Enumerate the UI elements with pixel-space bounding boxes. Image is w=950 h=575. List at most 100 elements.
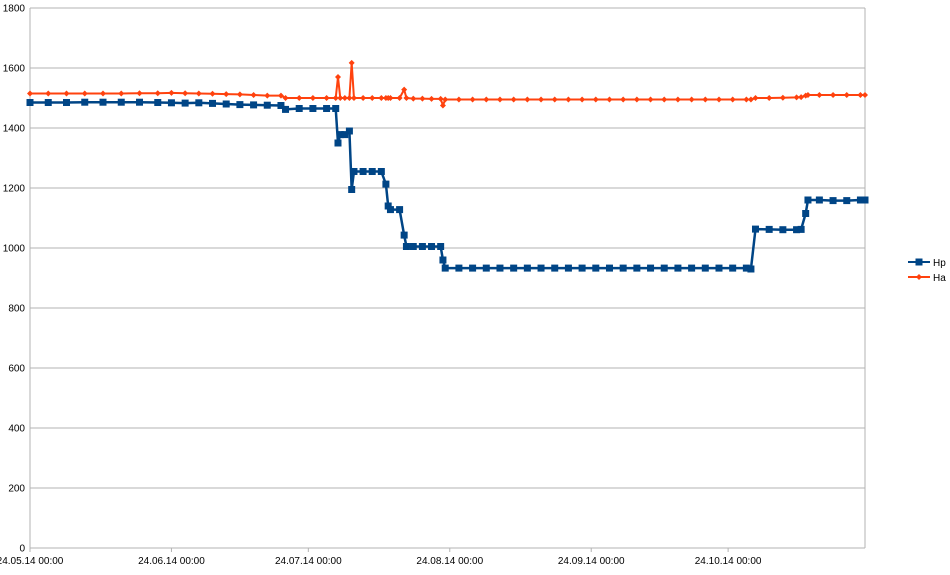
data-point	[469, 96, 476, 103]
data-point	[428, 95, 435, 102]
data-point	[334, 74, 341, 80]
data-point	[592, 264, 600, 272]
data-point	[751, 225, 759, 233]
data-point	[510, 96, 517, 103]
data-point	[296, 95, 303, 101]
data-point	[263, 101, 271, 109]
data-point	[829, 197, 837, 205]
data-point	[350, 168, 358, 175]
legend-label: Ha	[933, 273, 946, 284]
data-point	[551, 264, 559, 272]
data-point	[482, 264, 490, 272]
data-point	[647, 264, 655, 272]
data-point	[661, 96, 668, 103]
series-ha	[27, 59, 868, 109]
data-point	[309, 105, 317, 112]
legend-marker	[915, 258, 923, 266]
data-point	[350, 95, 357, 101]
data-point	[793, 94, 800, 101]
y-tick-label: 1200	[3, 184, 26, 195]
data-point	[442, 96, 449, 103]
data-point	[729, 264, 737, 272]
data-point	[136, 98, 144, 106]
data-point	[856, 196, 864, 204]
data-point	[345, 127, 353, 135]
data-point	[401, 86, 408, 93]
data-point	[469, 264, 477, 272]
data-point	[660, 264, 668, 272]
legend: Hp Ha	[908, 258, 946, 284]
data-point	[606, 96, 613, 103]
x-tick-label: 24.07.14 00:00	[275, 556, 342, 567]
y-tick-label: 1000	[3, 244, 26, 255]
data-point	[336, 131, 344, 139]
data-point	[341, 131, 349, 139]
x-tick-label: 24.10.14 00:00	[695, 556, 762, 567]
data-point	[804, 92, 811, 98]
data-point	[702, 96, 709, 103]
data-point	[861, 196, 869, 204]
data-point	[387, 95, 394, 101]
data-point	[378, 95, 385, 101]
data-point	[747, 96, 754, 103]
x-tick-label: 24.06.14 00:00	[138, 556, 205, 567]
data-point	[332, 105, 340, 112]
data-point	[410, 95, 417, 102]
data-point	[396, 95, 403, 101]
data-point	[857, 92, 864, 98]
data-point	[455, 264, 463, 272]
data-point	[382, 180, 390, 188]
y-tick-label: 600	[8, 364, 25, 375]
data-point	[418, 243, 426, 250]
data-point	[323, 95, 330, 101]
data-point	[620, 96, 627, 103]
data-point	[309, 95, 316, 101]
data-point	[483, 96, 490, 103]
data-point	[400, 231, 408, 239]
data-point	[195, 90, 202, 97]
data-point	[402, 243, 410, 250]
data-point	[346, 95, 353, 101]
data-point	[154, 99, 162, 106]
data-point	[439, 102, 446, 109]
data-point	[633, 264, 641, 272]
y-tick-label: 800	[8, 304, 25, 315]
data-point	[100, 90, 107, 97]
series-line	[30, 100, 865, 271]
data-point	[264, 92, 271, 99]
data-point	[779, 94, 786, 101]
data-point	[348, 59, 355, 66]
data-point	[26, 99, 34, 106]
y-tick-label: 200	[8, 484, 25, 495]
gridlines	[30, 7, 865, 549]
data-point	[337, 95, 344, 101]
data-point	[136, 90, 143, 97]
data-point	[168, 89, 175, 96]
data-point	[747, 265, 755, 273]
data-point	[334, 139, 342, 147]
data-point	[439, 256, 447, 264]
data-point	[802, 210, 810, 217]
data-point	[804, 196, 812, 204]
data-point	[862, 92, 868, 98]
data-point	[688, 264, 696, 272]
data-point	[701, 264, 709, 272]
data-point	[674, 96, 681, 103]
data-point	[766, 95, 773, 101]
data-point	[368, 168, 376, 175]
data-point	[798, 94, 805, 101]
data-point	[633, 96, 640, 103]
data-point	[360, 95, 367, 101]
data-point	[592, 96, 599, 103]
data-point	[223, 91, 230, 98]
data-point	[496, 264, 504, 272]
data-point	[815, 196, 823, 204]
data-point	[578, 264, 586, 272]
data-point	[250, 92, 257, 98]
data-point	[688, 96, 695, 103]
data-point	[579, 96, 586, 103]
y-tick-label: 400	[8, 424, 25, 435]
data-point	[209, 99, 217, 107]
data-point	[117, 98, 125, 106]
x-tick-label: 24.09.14 00:00	[558, 556, 625, 567]
